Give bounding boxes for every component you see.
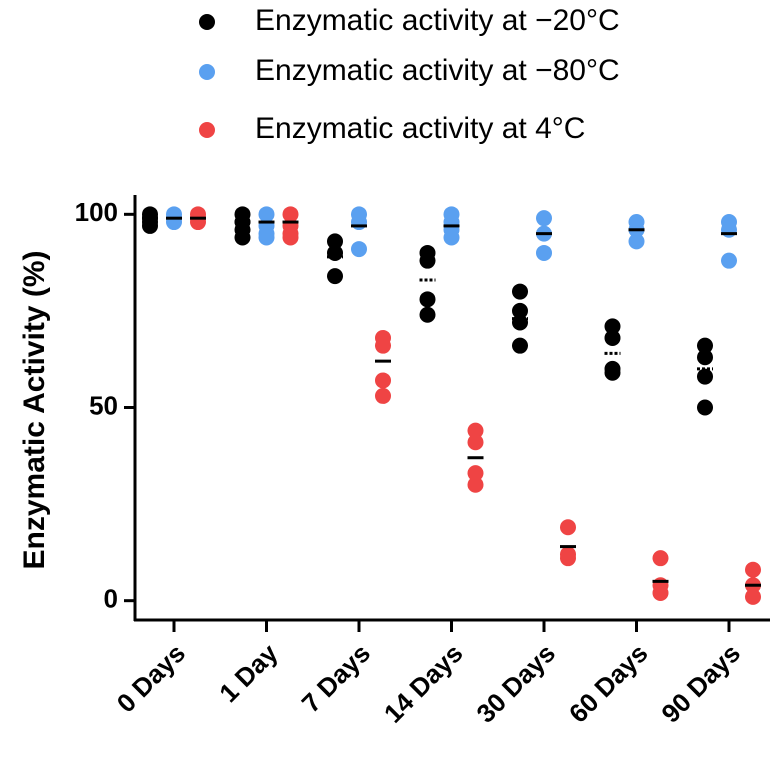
data-point bbox=[258, 206, 275, 223]
data-point bbox=[697, 368, 713, 385]
data-point bbox=[375, 372, 391, 389]
legend-marker bbox=[199, 14, 215, 30]
data-point bbox=[512, 314, 528, 331]
data-point bbox=[697, 349, 713, 366]
data-point bbox=[327, 268, 343, 285]
x-tick-label: 1 Day bbox=[213, 638, 284, 709]
y-axis-title: Enzymatic Activity (%) bbox=[18, 251, 51, 570]
data-point bbox=[512, 337, 528, 354]
data-point bbox=[536, 210, 552, 227]
data-point bbox=[745, 561, 761, 578]
legend-label: Enzymatic activity at 4°C bbox=[255, 112, 585, 145]
x-tick-label: 90 Days bbox=[655, 638, 746, 729]
data-point bbox=[327, 244, 343, 261]
x-tick-label: 14 Days bbox=[378, 638, 469, 729]
data-point bbox=[697, 337, 713, 354]
data-point bbox=[282, 229, 299, 246]
legend-marker bbox=[199, 64, 215, 80]
data-point bbox=[604, 318, 621, 335]
data-point bbox=[467, 422, 484, 439]
x-tick-label: 30 Days bbox=[470, 638, 561, 729]
data-point bbox=[190, 214, 206, 231]
legend-label: Enzymatic activity at −20°C bbox=[255, 4, 620, 37]
x-tick-label: 60 Days bbox=[563, 638, 654, 729]
data-point bbox=[745, 588, 761, 605]
y-tick-label: 50 bbox=[89, 390, 118, 420]
data-point bbox=[467, 434, 484, 451]
legend-label: Enzymatic activity at −80°C bbox=[255, 54, 620, 87]
x-tick-label: 7 Days bbox=[296, 638, 376, 718]
data-point bbox=[419, 306, 436, 323]
data-point bbox=[604, 329, 621, 346]
y-tick-label: 0 bbox=[104, 584, 118, 614]
legend-marker bbox=[199, 122, 215, 138]
data-point bbox=[628, 233, 645, 250]
data-point bbox=[512, 283, 528, 300]
data-point bbox=[142, 217, 158, 234]
data-point bbox=[721, 252, 737, 269]
data-point bbox=[234, 229, 251, 246]
data-point bbox=[697, 399, 713, 416]
data-point bbox=[604, 364, 621, 381]
x-tick-label: 0 Days bbox=[111, 638, 191, 718]
data-point bbox=[327, 233, 343, 250]
data-point bbox=[375, 337, 391, 354]
data-point bbox=[467, 476, 484, 493]
data-point bbox=[467, 465, 484, 482]
data-point bbox=[166, 214, 182, 231]
data-point bbox=[512, 302, 528, 319]
data-point bbox=[721, 221, 737, 238]
data-point bbox=[282, 206, 299, 223]
data-point bbox=[419, 252, 436, 269]
data-point bbox=[351, 241, 367, 258]
data-point bbox=[560, 550, 576, 567]
data-point bbox=[443, 229, 460, 246]
data-point bbox=[419, 291, 436, 308]
data-point bbox=[351, 214, 367, 231]
data-point bbox=[375, 387, 391, 404]
data-point bbox=[652, 584, 669, 601]
data-point bbox=[258, 229, 275, 246]
data-point bbox=[560, 519, 576, 536]
y-tick-label: 100 bbox=[75, 197, 118, 227]
data-point bbox=[536, 244, 552, 261]
data-point bbox=[652, 550, 669, 567]
